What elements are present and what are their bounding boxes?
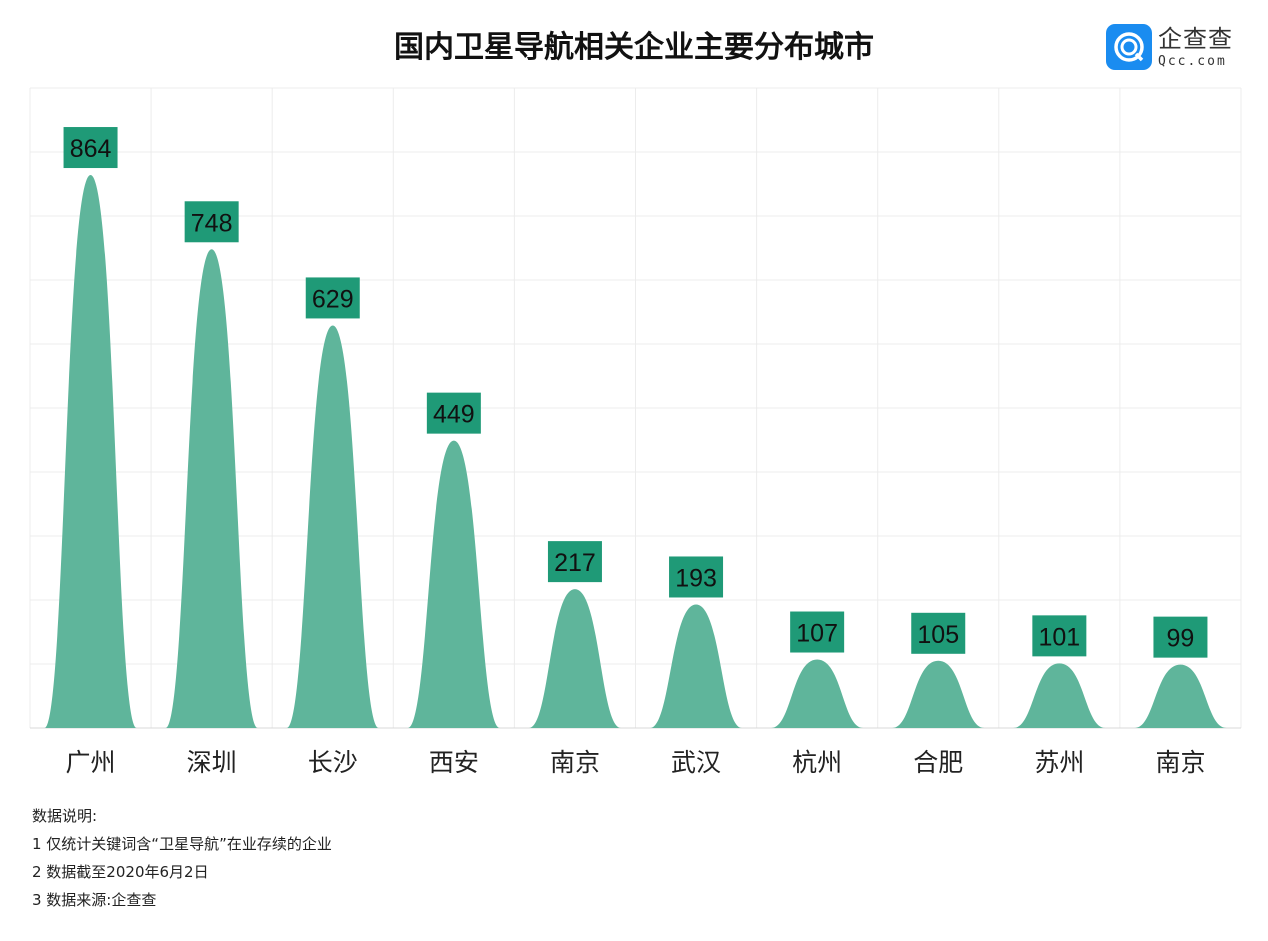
data-label-bg	[426, 392, 481, 434]
x-tick-label: 苏州	[1034, 748, 1084, 777]
data-label-bg	[184, 201, 239, 243]
x-tick-label: 广州	[66, 748, 116, 777]
x-tick-label: 西安	[429, 748, 479, 777]
data-notes: 数据说明: 1 仅统计关键词含“卫星导航”在业存续的企业 2 数据截至2020年…	[32, 802, 332, 914]
data-label-bg	[1032, 615, 1087, 657]
data-label-bg	[547, 541, 602, 583]
data-label-bg	[790, 611, 845, 653]
data-label-bg	[669, 556, 724, 598]
chart-title: 国内卫星导航相关企业主要分布城市	[394, 30, 874, 65]
qcc-logo-icon	[1106, 24, 1152, 70]
data-label: 629	[312, 285, 354, 313]
bar	[892, 660, 985, 728]
bar	[286, 325, 379, 728]
bar	[165, 249, 258, 728]
data-label-bg	[305, 277, 360, 319]
logo-text-cn: 企查查	[1158, 24, 1233, 53]
x-tick-label: 南京	[550, 748, 600, 777]
data-label: 193	[675, 564, 717, 592]
bar	[44, 175, 137, 729]
bar	[1013, 663, 1106, 728]
data-label-bg	[63, 127, 118, 169]
qcc-logo: 企查查 Qcc.com	[1106, 24, 1233, 70]
note-line: 2 数据截至2020年6月2日	[32, 863, 209, 881]
bar	[407, 440, 500, 728]
notes-heading: 数据说明:	[32, 807, 98, 825]
data-label: 217	[554, 549, 596, 577]
x-tick-label: 杭州	[792, 748, 842, 777]
data-label-bg	[911, 612, 966, 654]
bar	[771, 659, 864, 728]
data-label: 101	[1038, 623, 1080, 651]
data-label: 105	[917, 621, 959, 649]
data-label: 107	[796, 620, 838, 648]
bar-chart: 864 广州 748 深圳 629 长沙 449 西安 217 南京 193 武汉 107 杭州 105 合肥…	[29, 87, 1242, 777]
data-label: 864	[70, 135, 112, 163]
logo-text-en: Qcc.com	[1158, 53, 1227, 69]
note-line: 1 仅统计关键词含“卫星导航”在业存续的企业	[32, 835, 332, 853]
bar	[650, 604, 743, 728]
data-label: 99	[1167, 625, 1195, 653]
bar	[528, 589, 621, 728]
x-tick-label: 合肥	[913, 748, 963, 777]
x-tick-label: 南京	[1155, 748, 1205, 777]
data-label-bg	[1153, 616, 1208, 658]
x-tick-label: 武汉	[671, 748, 721, 777]
bar	[1134, 664, 1227, 728]
x-tick-label: 深圳	[187, 748, 237, 777]
note-line: 3 数据来源:企查查	[32, 891, 157, 909]
x-tick-label: 长沙	[308, 748, 358, 777]
data-label: 449	[433, 401, 475, 429]
data-label: 748	[191, 209, 233, 237]
